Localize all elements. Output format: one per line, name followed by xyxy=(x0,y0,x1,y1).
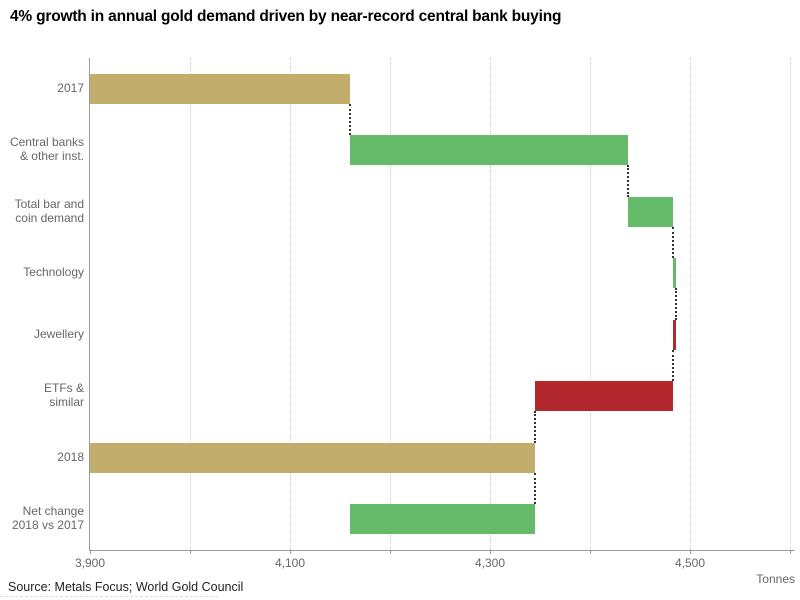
x-axis-line xyxy=(89,550,795,551)
waterfall-connector xyxy=(534,411,536,443)
row-label-line: & other inst. xyxy=(19,149,84,164)
row-label-etfs-similar: ETFs & similar xyxy=(0,381,84,409)
gridline xyxy=(290,58,291,550)
row-label-line: Total bar and xyxy=(14,196,84,211)
x-axis-tick xyxy=(690,550,691,554)
x-axis-tick xyxy=(790,550,791,554)
gridline xyxy=(490,58,491,550)
row-label-line: Net change xyxy=(22,504,84,519)
x-axis-tick xyxy=(90,550,91,554)
waterfall-connector xyxy=(675,288,677,320)
bar-2018 xyxy=(90,442,535,473)
bar-central-banks-other-inst xyxy=(350,135,628,166)
plot-left-border xyxy=(89,58,90,550)
row-label-line: 2018 vs 2017 xyxy=(11,518,84,533)
x-axis-tick xyxy=(490,550,491,554)
waterfall-connector xyxy=(672,226,674,259)
row-label-technology: Technology xyxy=(0,265,84,279)
x-axis-unit-label: Tonnes xyxy=(756,572,795,586)
bar-jewellery xyxy=(673,319,676,350)
gridline xyxy=(690,58,691,550)
gridline xyxy=(790,58,791,550)
waterfall-connector xyxy=(349,103,351,136)
x-axis-tick xyxy=(290,550,291,554)
row-label-line: Central banks xyxy=(9,135,84,150)
gridline xyxy=(190,58,191,550)
row-label-line: Technology xyxy=(23,265,84,280)
x-axis-tick xyxy=(590,550,591,554)
bar-technology xyxy=(673,258,676,289)
row-label-jewellery: Jewellery xyxy=(0,327,84,341)
gridline xyxy=(390,58,391,550)
x-axis-tick xyxy=(190,550,191,554)
row-label-line: similar xyxy=(49,395,84,410)
waterfall-connector xyxy=(627,165,629,197)
bar-etfs-similar xyxy=(535,381,673,412)
row-label-total-bar-and-coin-demand: Total bar and coin demand xyxy=(0,197,84,225)
row-label-2018: 2018 xyxy=(0,450,84,464)
gridline xyxy=(590,58,591,550)
row-label-2017: 2017 xyxy=(0,81,84,95)
x-axis-tick-label: 4,100 xyxy=(274,556,306,570)
row-label-line: ETFs & xyxy=(43,381,84,396)
x-axis-tick-label: 3,900 xyxy=(74,556,106,570)
x-axis-tick xyxy=(390,550,391,554)
bottom-rule xyxy=(0,596,218,597)
bar-total-bar-and-coin-demand xyxy=(628,196,673,227)
row-label-net-change-2018-vs-2017: Net change 2018 vs 2017 xyxy=(0,504,84,532)
source-attribution: Source: Metals Focus; World Gold Council xyxy=(8,580,244,594)
x-axis-tick-label: 4,300 xyxy=(474,556,506,570)
row-label-line: 2017 xyxy=(57,80,84,95)
row-label-line: 2018 xyxy=(57,449,84,464)
x-axis-tick-label: 4,500 xyxy=(674,556,706,570)
bar-2017 xyxy=(90,73,350,104)
waterfall-connector xyxy=(672,349,674,382)
row-label-central-banks-other-inst: Central banks & other inst. xyxy=(0,135,84,163)
waterfall-connector xyxy=(534,472,536,505)
bar-net-change-2018-vs-2017 xyxy=(350,504,535,535)
row-label-line: coin demand xyxy=(15,210,84,225)
row-label-line: Jewellery xyxy=(33,326,84,341)
chart-title: 4% growth in annual gold demand driven b… xyxy=(10,8,562,25)
